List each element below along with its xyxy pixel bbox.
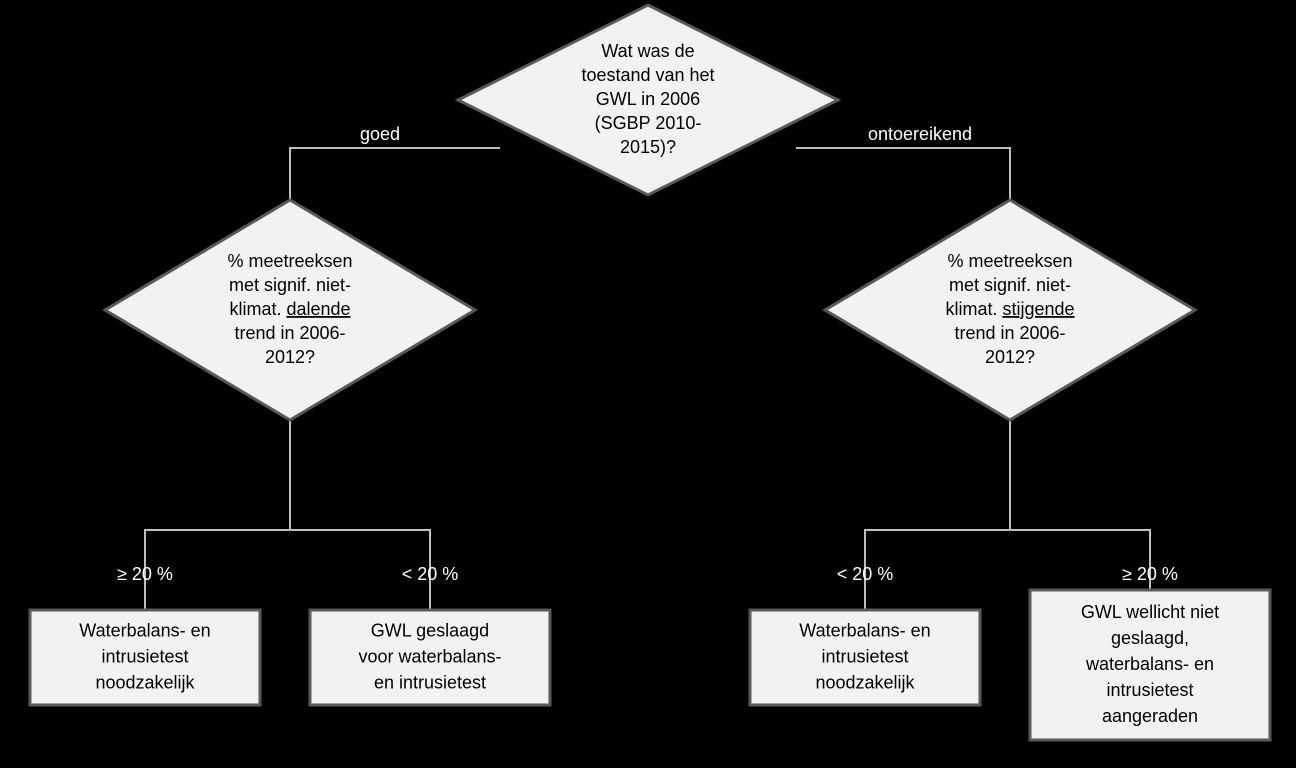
svg-text:≥ 20 %: ≥ 20 % [117,564,173,584]
svg-text:ontoereikend: ontoereikend [868,124,972,144]
svg-text:< 20 %: < 20 % [402,564,459,584]
svg-text:goed: goed [360,124,400,144]
svg-text:< 20 %: < 20 % [837,564,894,584]
svg-text:GWL geslaagdvoor waterbalans-e: GWL geslaagdvoor waterbalans-en intrusie… [358,620,501,692]
svg-text:≥ 20 %: ≥ 20 % [1122,564,1178,584]
